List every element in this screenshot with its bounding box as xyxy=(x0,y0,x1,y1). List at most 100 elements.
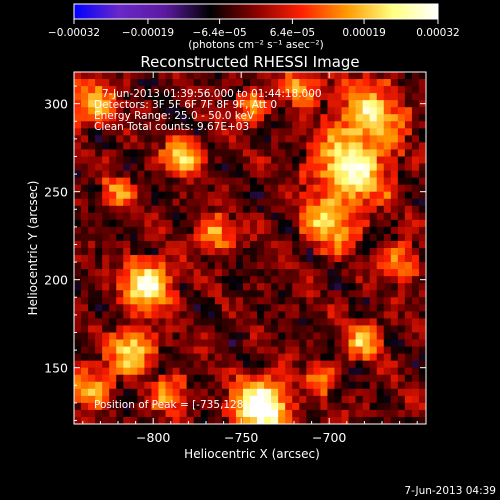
heatmap-cell xyxy=(320,311,328,319)
heatmap-cell xyxy=(264,107,272,115)
heatmap-cell xyxy=(137,219,145,228)
heatmap-cell xyxy=(116,184,124,193)
heatmap-cell xyxy=(214,318,223,326)
heatmap-cell xyxy=(264,388,272,397)
heatmap-cell xyxy=(179,163,188,171)
heatmap-cell xyxy=(320,79,328,87)
heatmap-cell xyxy=(418,86,426,94)
heatmap-cell xyxy=(418,156,426,164)
heatmap-cell xyxy=(320,184,328,193)
heatmap-cell xyxy=(151,128,159,136)
heatmap-cell xyxy=(411,262,420,270)
heatmap-cell xyxy=(257,240,265,249)
heatmap-cell xyxy=(144,332,152,340)
heatmap-cell xyxy=(123,353,131,362)
heatmap-cell xyxy=(242,318,251,326)
heatmap-cell xyxy=(278,205,286,214)
heatmap-cell xyxy=(102,374,110,383)
heatmap-cell xyxy=(144,212,152,221)
heatmap-cell xyxy=(242,311,251,319)
heatmap-cell xyxy=(348,163,356,171)
heatmap-cell xyxy=(74,72,82,80)
heatmap-cell xyxy=(411,311,420,319)
heatmap-cell xyxy=(418,142,426,150)
heatmap-cell xyxy=(102,163,110,171)
heatmap-cell xyxy=(144,374,152,383)
heatmap-cell xyxy=(341,283,349,291)
heatmap-cell xyxy=(285,402,293,411)
heatmap-cell xyxy=(306,283,314,291)
heatmap-cell xyxy=(88,226,96,235)
heatmap-cell xyxy=(179,121,188,129)
heatmap-cell xyxy=(200,283,209,291)
heatmap-cell xyxy=(292,121,300,129)
heatmap-cell xyxy=(362,149,371,157)
heatmap-cell xyxy=(207,374,216,383)
heatmap-cell xyxy=(397,86,406,94)
heatmap-cell xyxy=(193,248,202,256)
heatmap-cell xyxy=(334,402,342,411)
heatmap-cell xyxy=(411,332,420,340)
heatmap-cell xyxy=(88,114,96,122)
heatmap-cell xyxy=(334,114,342,122)
heatmap-cell xyxy=(348,114,356,122)
heatmap-cell xyxy=(193,297,202,305)
heatmap-cell xyxy=(172,395,180,404)
heatmap-cell xyxy=(327,339,335,347)
heatmap-cell xyxy=(404,191,413,200)
y-tick-label: 300 xyxy=(44,97,68,112)
heatmap-cell xyxy=(264,395,272,404)
heatmap-cell xyxy=(221,353,230,362)
heatmap-cell xyxy=(404,86,413,94)
heatmap-cell xyxy=(348,226,356,235)
heatmap-cell xyxy=(306,205,314,214)
heatmap-cell xyxy=(362,142,371,150)
heatmap-cell xyxy=(257,304,265,312)
heatmap-cell xyxy=(207,121,216,129)
heatmap-cell xyxy=(88,283,96,291)
heatmap-cell xyxy=(264,339,272,347)
heatmap-cell xyxy=(341,325,349,333)
heatmap-cell xyxy=(165,156,173,164)
heatmap-cell xyxy=(390,170,399,178)
heatmap-cell xyxy=(144,128,152,136)
heatmap-cell xyxy=(341,149,349,157)
heatmap-cell xyxy=(242,233,251,242)
heatmap-cell xyxy=(355,170,364,178)
heatmap-cell xyxy=(74,283,82,291)
heatmap-cell xyxy=(109,318,117,326)
heatmap-cell xyxy=(320,240,328,249)
heatmap-cell xyxy=(278,212,286,221)
heatmap-cell xyxy=(242,374,251,383)
heatmap-cell xyxy=(418,311,426,319)
heatmap-cell xyxy=(376,381,385,390)
heatmap-cell xyxy=(348,184,356,193)
heatmap-cell xyxy=(348,269,356,277)
heatmap-cell xyxy=(228,93,237,101)
heatmap-cell xyxy=(165,86,173,94)
heatmap-cell xyxy=(264,114,272,122)
heatmap-cell xyxy=(95,177,103,186)
heatmap-cell xyxy=(137,318,145,326)
heatmap-cell xyxy=(404,226,413,235)
heatmap-cell xyxy=(250,276,258,284)
heatmap-cell xyxy=(278,184,286,193)
heatmap-cell xyxy=(151,262,159,270)
heatmap-cell xyxy=(278,163,286,171)
x-tick-label: −750 xyxy=(224,430,258,445)
heatmap-cell xyxy=(292,107,300,115)
heatmap-cell xyxy=(313,360,321,369)
heatmap-cell xyxy=(376,128,385,136)
heatmap-cell xyxy=(81,374,89,383)
heatmap-cell xyxy=(362,374,371,383)
heatmap-cell xyxy=(299,276,307,284)
heatmap-cell xyxy=(264,381,272,390)
heatmap-cell xyxy=(158,311,166,319)
heatmap-cell xyxy=(102,184,110,193)
heatmap-cell xyxy=(207,86,216,94)
heatmap-cell xyxy=(278,226,286,235)
heatmap-cell xyxy=(397,409,406,418)
heatmap-cell xyxy=(193,79,202,87)
heatmap-cell xyxy=(411,325,420,333)
heatmap-cell xyxy=(172,353,180,362)
